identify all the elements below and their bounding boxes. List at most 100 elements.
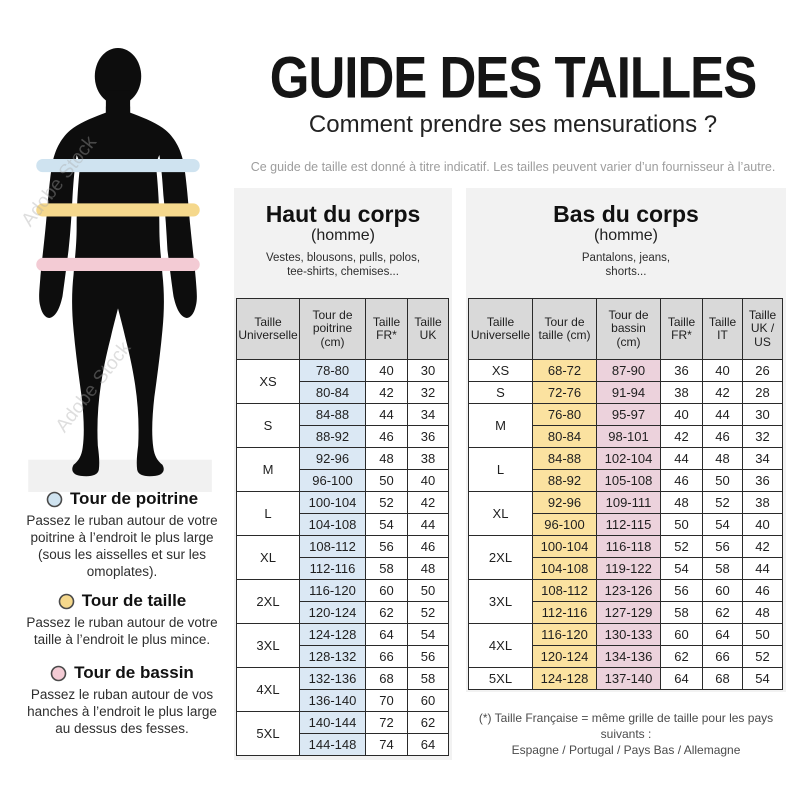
value-cell: 38 bbox=[407, 447, 449, 470]
table-row: L 84-88 102-104 44 48 34 bbox=[468, 447, 783, 492]
value-cell: 48 bbox=[742, 601, 783, 624]
value-cell: 58 bbox=[365, 557, 408, 580]
value-cell: 102-104 bbox=[596, 447, 661, 470]
value-cell: 42 bbox=[742, 535, 783, 558]
size-cell: XS bbox=[236, 359, 300, 404]
value-cell: 104-108 bbox=[299, 513, 366, 536]
value-cell: 144-148 bbox=[299, 733, 366, 756]
value-cell: 120-124 bbox=[299, 601, 366, 624]
value-cell: 72-76 bbox=[532, 381, 597, 404]
table-row: 2XL 100-104 116-118 52 56 42 bbox=[468, 535, 783, 580]
legend-item-waist: Tour de taille Passez le ruban autour de… bbox=[16, 591, 228, 648]
value-cell: 58 bbox=[702, 557, 743, 580]
value-cell: 104-108 bbox=[532, 557, 597, 580]
column-header: Taille Universelle bbox=[468, 298, 533, 360]
value-cell: 56 bbox=[702, 535, 743, 558]
legend-label: Tour de taille bbox=[81, 591, 187, 610]
size-cell: 5XL bbox=[236, 711, 300, 756]
value-cell: 74 bbox=[365, 733, 408, 756]
value-cell: 108-112 bbox=[299, 535, 366, 558]
value-cell: 119-122 bbox=[596, 557, 661, 580]
value-cell: 136-140 bbox=[299, 689, 366, 712]
legend-item-chest: Tour de poitrine Passez le ruban autour … bbox=[16, 489, 228, 580]
value-cell: 56 bbox=[407, 645, 449, 668]
value-cell: 64 bbox=[365, 623, 408, 646]
value-cell: 44 bbox=[365, 403, 408, 426]
value-cell: 64 bbox=[407, 733, 449, 756]
column-header: Tour de bassin (cm) bbox=[596, 298, 661, 360]
table-row: 80-84 42 32 bbox=[237, 381, 449, 404]
value-cell: 98-101 bbox=[596, 425, 661, 448]
lower-section-subtitle: (homme) bbox=[593, 227, 658, 244]
lower-section-title: Bas du corps bbox=[553, 201, 699, 227]
size-cell: XL bbox=[468, 491, 533, 536]
value-cell: 84-88 bbox=[299, 403, 366, 426]
value-cell: 52 bbox=[742, 645, 783, 668]
size-cell: 3XL bbox=[236, 623, 300, 668]
value-cell: 96-100 bbox=[532, 513, 597, 536]
value-cell: 44 bbox=[742, 557, 783, 580]
value-cell: 80-84 bbox=[532, 425, 597, 448]
upper-section-title: Haut du corps bbox=[265, 201, 421, 227]
size-cell: 4XL bbox=[468, 623, 533, 668]
value-cell: 34 bbox=[407, 403, 449, 426]
hip-band bbox=[36, 257, 200, 272]
value-cell: 91-94 bbox=[596, 381, 661, 404]
value-cell: 68-72 bbox=[532, 359, 597, 382]
value-cell: 44 bbox=[660, 447, 703, 470]
value-cell: 50 bbox=[407, 579, 449, 602]
value-cell: 52 bbox=[407, 601, 449, 624]
column-header: Taille IT bbox=[702, 298, 743, 360]
table-header-row: Taille Universelle Tour de taille (cm) Tou… bbox=[468, 298, 783, 360]
value-cell: 30 bbox=[742, 403, 783, 426]
column-header: Taille Universelle bbox=[236, 298, 300, 360]
value-cell: 38 bbox=[742, 491, 783, 514]
legend-item-hip: Tour de bassin Passez le ruban autour de… bbox=[16, 663, 228, 737]
size-cell: M bbox=[236, 447, 300, 492]
value-cell: 96-100 bbox=[299, 469, 366, 492]
value-cell: 50 bbox=[365, 469, 408, 492]
upper-body-section: Haut du corps (homme) Vestes, blousons, … bbox=[234, 188, 452, 760]
value-cell: 62 bbox=[660, 645, 703, 668]
legend-title-waist: Tour de taille bbox=[16, 591, 228, 611]
value-cell: 30 bbox=[407, 359, 449, 382]
silhouette-body bbox=[39, 48, 197, 477]
french-size-footnote: (*) Taille Française = même grille de ta… bbox=[466, 710, 786, 758]
value-cell: 50 bbox=[702, 469, 743, 492]
value-cell: 60 bbox=[702, 579, 743, 602]
footnote-line1: (*) Taille Française = même grille de ta… bbox=[478, 711, 774, 741]
value-cell: 116-120 bbox=[532, 623, 597, 646]
silhouette-svg: Adobe Stock Adobe Stock bbox=[18, 48, 212, 492]
value-cell: 66 bbox=[365, 645, 408, 668]
body-silhouette-figure: Adobe Stock Adobe Stock bbox=[12, 46, 224, 492]
value-cell: 40 bbox=[702, 359, 743, 382]
value-cell: 42 bbox=[660, 425, 703, 448]
value-cell: 68 bbox=[702, 667, 743, 690]
upper-body-size-table: Taille Universelle Tour de poitrine (cm) T… bbox=[236, 298, 449, 756]
column-header: Taille UK / US bbox=[742, 298, 783, 360]
footnote-line2: Espagne / Portugal / Pays Bas / Allemagn… bbox=[511, 743, 741, 757]
size-cell: S bbox=[468, 381, 533, 404]
value-cell: 120-124 bbox=[532, 645, 597, 668]
value-cell: 62 bbox=[702, 601, 743, 624]
value-cell: 58 bbox=[660, 601, 703, 624]
table-row: 96-100 112-115 50 54 40 bbox=[469, 513, 783, 536]
table-row: S 84-88 44 34 bbox=[236, 403, 449, 448]
silhouette-torso-limbs bbox=[39, 106, 197, 477]
table-row: 3XL 124-128 64 54 bbox=[236, 623, 449, 668]
value-cell: 95-97 bbox=[596, 403, 661, 426]
size-cell: M bbox=[468, 403, 533, 448]
page-subtitle: Comment prendre ses mensurations ? bbox=[308, 111, 718, 138]
size-cell: 5XL bbox=[468, 667, 533, 690]
value-cell: 140-144 bbox=[299, 711, 366, 734]
value-cell: 50 bbox=[660, 513, 703, 536]
table-row: 136-140 70 60 bbox=[237, 689, 449, 712]
value-cell: 50 bbox=[742, 623, 783, 646]
waist-color-dot-icon bbox=[58, 593, 75, 609]
value-cell: 48 bbox=[365, 447, 408, 470]
legend-description: Passez le ruban autour de vos hanches à … bbox=[27, 687, 217, 736]
value-cell: 127-129 bbox=[596, 601, 661, 624]
table-row: XS 78-80 40 30 bbox=[236, 359, 449, 404]
lower-body-size-table: Taille Universelle Tour de taille (cm) Tou… bbox=[468, 298, 783, 690]
value-cell: 87-90 bbox=[596, 359, 661, 382]
